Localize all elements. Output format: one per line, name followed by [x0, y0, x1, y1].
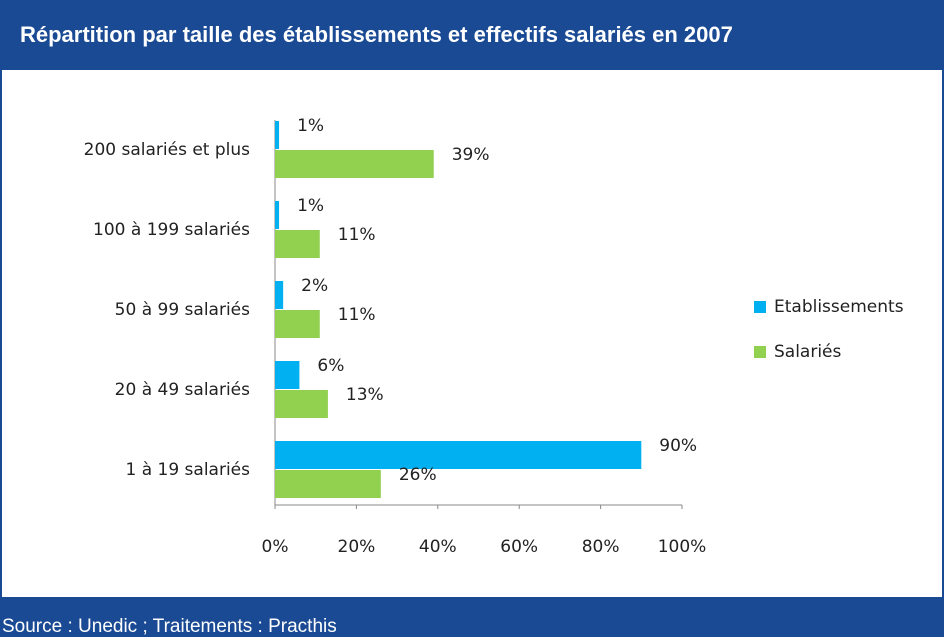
- x-tick-label: 100%: [658, 537, 707, 557]
- y-tick-label: 20 à 49 salariés: [115, 380, 250, 400]
- data-label: 11%: [338, 305, 376, 325]
- y-tick-label: 200 salariés et plus: [84, 140, 251, 160]
- bar: [275, 390, 328, 418]
- legend-label: Etablissements: [774, 297, 904, 317]
- chart: 0% 20% 40% 60% 80% 100% 200 salariés et plus 1%…: [84, 116, 904, 557]
- bar: [275, 281, 284, 309]
- data-label: 39%: [452, 145, 490, 165]
- bar: [275, 470, 381, 498]
- data-label: 1%: [297, 196, 324, 216]
- bar: [275, 361, 300, 389]
- data-label: 2%: [301, 276, 328, 296]
- bar: [275, 121, 280, 149]
- legend-swatch: [754, 301, 766, 313]
- data-label: 11%: [338, 225, 376, 245]
- data-label: 6%: [317, 356, 344, 376]
- data-label: 90%: [659, 436, 697, 456]
- legend-swatch: [754, 346, 766, 358]
- y-tick-label: 50 à 99 salariés: [115, 300, 250, 320]
- source: Source : Unedic ; Traitements : Practhis: [2, 597, 942, 637]
- chart-title: Répartition par taille des établissement…: [2, 0, 942, 70]
- x-tick-label: 80%: [582, 537, 620, 557]
- y-tick-label: 1 à 19 salariés: [125, 460, 250, 480]
- data-label: 13%: [346, 385, 384, 405]
- x-tick-label: 0%: [262, 537, 289, 557]
- bar: [275, 150, 434, 178]
- x-tick-label: 20%: [338, 537, 376, 557]
- legend-label: Salariés: [774, 342, 842, 362]
- bar: [275, 230, 320, 258]
- bar: [275, 310, 320, 338]
- x-tick-label: 60%: [500, 537, 538, 557]
- x-tick-label: 40%: [419, 537, 457, 557]
- bar: [275, 441, 642, 469]
- data-label: 1%: [297, 116, 324, 136]
- data-label: 26%: [399, 465, 437, 485]
- y-tick-label: 100 à 199 salariés: [93, 220, 250, 240]
- bar: [275, 201, 280, 229]
